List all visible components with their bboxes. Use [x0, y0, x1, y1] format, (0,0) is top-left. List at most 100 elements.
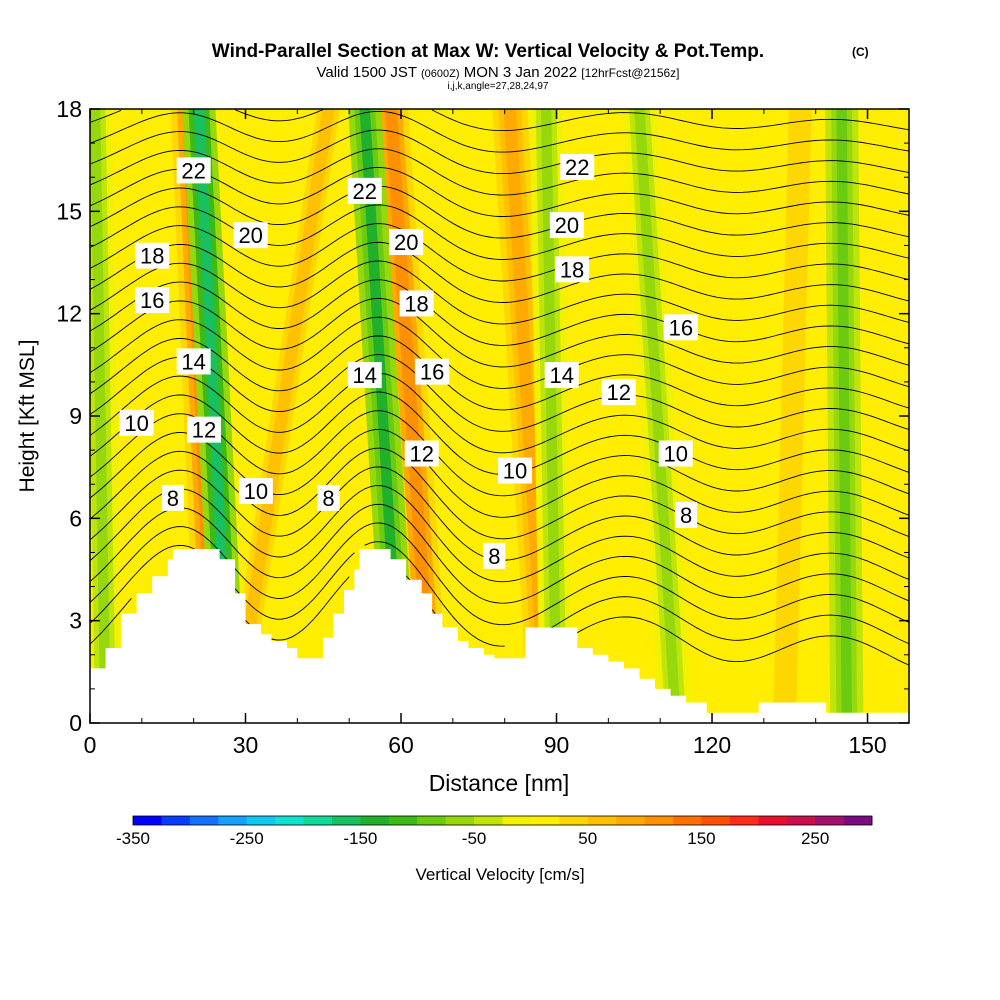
contour-label-25: 8	[675, 501, 698, 528]
contour-label-text: 14	[181, 349, 205, 374]
contour-label-1: 22	[347, 177, 382, 204]
vertical-velocity-field	[90, 109, 909, 723]
contour-label-15: 12	[187, 416, 222, 443]
contour-label-18: 10	[119, 409, 154, 436]
contour-label-text: 16	[140, 288, 164, 313]
forecast-info: [12hrFcst@2156z]	[581, 66, 679, 80]
contour-label-text: 22	[352, 179, 376, 204]
downdraft-band-5	[90, 109, 111, 723]
theta-contour-20	[90, 185, 909, 239]
contour-label-text: 10	[124, 411, 148, 436]
colorbar-swatch-21	[729, 816, 759, 825]
colorbar: -350 -250 -150 -50 50 150 250	[116, 815, 873, 848]
colorbar-swatch-12	[474, 816, 503, 825]
colorbar-swatch-0	[133, 816, 162, 825]
theta-contour-7	[90, 428, 909, 518]
colorbar-swatch-13	[502, 816, 532, 825]
contour-label-text: 12	[606, 380, 630, 405]
theta-contour-12	[90, 335, 909, 411]
theta-contour-16	[90, 260, 909, 325]
contour-label-12: 14	[176, 348, 211, 375]
contour-label-text: 14	[549, 363, 573, 388]
colorbar-swatch-4	[246, 816, 276, 825]
contour-label-4: 20	[389, 229, 424, 256]
contour-label-text: 8	[167, 486, 179, 511]
theta-contour-6	[90, 447, 909, 540]
colorbar-swatch-10	[417, 816, 446, 825]
contour-label-14: 14	[544, 362, 579, 389]
terrain-layer	[90, 549, 909, 723]
contour-label-text: 14	[352, 363, 376, 388]
contour-label-23: 8	[317, 484, 340, 511]
contour-label-text: 18	[404, 291, 428, 316]
contour-label-7: 18	[399, 290, 434, 317]
theta-contour-11	[90, 354, 909, 432]
valid-date: MON 3 Jan 2022	[464, 64, 577, 81]
theta-contour-19	[90, 204, 909, 260]
contour-label-text: 12	[410, 442, 434, 467]
y-axis-label: Height [Kft MSL]	[16, 340, 39, 493]
grid-params: i,j,k,angle=27,28,24,97	[448, 81, 549, 92]
contour-label-text: 18	[560, 257, 584, 282]
updraft-band-4	[778, 109, 807, 723]
contour-label-text: 10	[663, 442, 687, 467]
theta-contour-8	[90, 410, 909, 497]
valid-time-line: Valid 1500 JST (0600Z) MON 3 Jan 2022 [1…	[316, 64, 679, 81]
x-tick-label: 90	[544, 732, 570, 758]
colorbar-tick-label: 250	[801, 829, 829, 848]
contour-label-19: 10	[238, 478, 273, 505]
colorbar-tick-label: 50	[578, 829, 597, 848]
theta-contour-2	[90, 522, 909, 626]
theta-contour-13	[90, 316, 909, 389]
contour-label-text: 20	[555, 213, 579, 238]
contour-label-3: 20	[233, 222, 268, 249]
contour-label-layer: 22 22 22 20 20 20 18 18 18 16 16 16 14 14 14 12 12 12 10 10…	[119, 153, 698, 569]
contour-label-24: 8	[483, 542, 506, 569]
contour-label-text: 12	[192, 418, 216, 443]
updraft-band-1	[384, 109, 439, 723]
colorbar-tick-label: -150	[343, 829, 377, 848]
contour-label-10: 16	[415, 358, 450, 385]
theta-contour-15	[90, 279, 909, 346]
contour-label-text: 16	[420, 360, 444, 385]
colorbar-swatch-3	[218, 816, 247, 825]
theta-contour-10	[90, 372, 909, 454]
theta-contour-4	[90, 485, 909, 583]
colorbar-label: Vertical Velocity [cm/s]	[415, 865, 584, 884]
colorbar-swatch-22	[758, 816, 788, 825]
contour-label-6: 18	[135, 242, 170, 269]
contour-label-21: 10	[658, 440, 693, 467]
theta-contour-22	[90, 148, 909, 196]
colorbar-swatch-24	[815, 816, 844, 825]
downdraft-band-2	[540, 109, 562, 723]
theta-contour-23	[90, 129, 909, 175]
contour-label-17: 12	[601, 379, 636, 406]
colorbar-swatch-9	[388, 816, 418, 825]
colorbar-swatch-1	[161, 816, 191, 825]
colorbar-swatch-6	[303, 816, 333, 825]
colorbar-swatch-5	[275, 816, 304, 825]
theta-contour-24	[90, 110, 909, 153]
colorbar-swatch-17	[616, 816, 645, 825]
contour-label-text: 22	[181, 158, 205, 183]
theta-contour-3	[90, 503, 909, 604]
colorbar-swatch-20	[701, 816, 731, 825]
chart-title: Wind-Parallel Section at Max W: Vertical…	[212, 41, 764, 62]
contour-label-text: 8	[322, 486, 334, 511]
theta-contour-17	[90, 241, 909, 303]
colorbar-swatch-18	[644, 816, 674, 825]
theta-contour-18	[90, 223, 909, 282]
colorbar-swatch-11	[445, 816, 475, 825]
colorbar-swatch-7	[331, 816, 361, 825]
colorbar-swatch-23	[786, 816, 816, 825]
contour-label-22: 8	[161, 484, 184, 511]
terrain-profile	[90, 549, 909, 723]
x-tick-label: 30	[233, 732, 259, 758]
colorbar-tick-label: -250	[230, 829, 264, 848]
contour-label-text: 10	[244, 479, 268, 504]
x-tick-label: 0	[84, 732, 97, 758]
theta-contour-21	[90, 167, 909, 217]
colorbar-frame	[132, 815, 873, 826]
axes: 0 30 60 90 120 150 0 3 6 9 12 15 18	[56, 96, 909, 758]
